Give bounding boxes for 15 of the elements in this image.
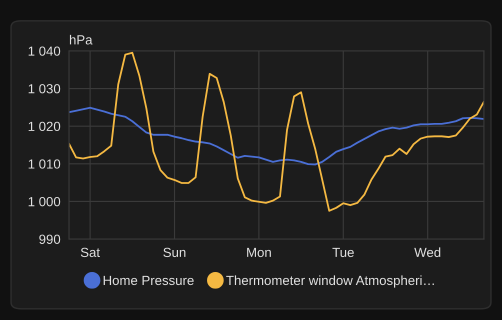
legend-label: Thermometer window Atmospheri… — [226, 275, 434, 288]
legend-label: Home Pressure — [104, 276, 194, 286]
x-tick-label: Sat — [80, 248, 100, 258]
y-tick-label: 1 000 — [28, 196, 60, 206]
y-tick-label: 990 — [39, 234, 60, 244]
line-series — [69, 106, 484, 166]
x-tick-label: Sun — [163, 248, 186, 258]
y-axis-title: hPa — [70, 34, 92, 45]
y-tick-label: 1 040 — [28, 46, 60, 56]
x-tick-label: Mon — [247, 248, 271, 258]
y-tick-label: 1 020 — [28, 122, 60, 132]
y-tick-label: 1 010 — [28, 159, 60, 169]
x-tick-label: Wed — [414, 247, 440, 258]
x-tick-label: Tue — [332, 248, 354, 258]
y-tick-label: 1 030 — [28, 84, 60, 94]
